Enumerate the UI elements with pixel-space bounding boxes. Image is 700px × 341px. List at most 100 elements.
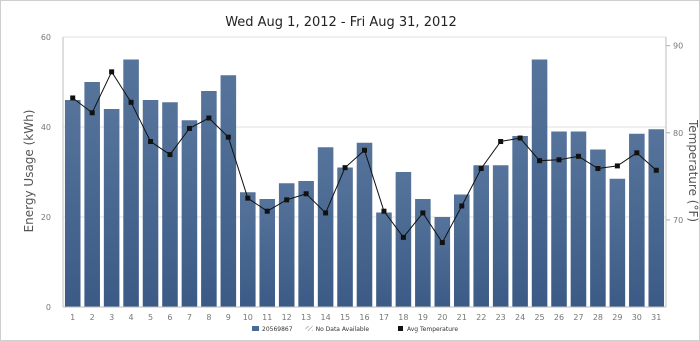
y-tick-label: 0	[46, 303, 51, 312]
x-tick-label: 7	[187, 313, 192, 322]
x-tick-label: 14	[321, 313, 331, 322]
temperature-point	[459, 203, 465, 209]
temperature-point	[575, 153, 581, 159]
x-tick-label: 3	[109, 313, 114, 322]
temperature-point	[614, 163, 620, 169]
x-tick-label: 31	[651, 313, 661, 322]
bar	[415, 199, 431, 307]
x-tick-label: 17	[379, 313, 389, 322]
temperature-point	[400, 234, 406, 240]
chart-title: Wed Aug 1, 2012 - Fri Aug 31, 2012	[225, 15, 457, 30]
bar	[201, 91, 217, 307]
legend-label: Avg Temperature	[407, 326, 458, 333]
bar	[590, 149, 606, 307]
x-tick-label: 22	[476, 313, 486, 322]
temperature-point	[245, 195, 251, 201]
temperature-point	[478, 166, 484, 172]
temperature-point	[128, 99, 134, 105]
temperature-point	[148, 139, 154, 145]
bar	[103, 109, 120, 307]
temperature-point	[167, 152, 173, 158]
temperature-point	[303, 191, 309, 197]
temperature-point	[206, 115, 212, 121]
x-tick-label: 28	[593, 313, 603, 322]
temperature-point	[498, 139, 504, 145]
bar	[162, 102, 178, 307]
x-tick-label: 25	[534, 313, 544, 322]
temperature-point	[556, 157, 562, 163]
y2-tick-label: 90	[673, 42, 683, 51]
temperature-point	[362, 147, 367, 153]
temperature-point	[323, 210, 329, 216]
x-tick-label: 24	[515, 313, 525, 322]
x-tick-label: 16	[359, 313, 369, 322]
bar	[142, 100, 159, 307]
legend-square-marker-icon	[398, 326, 403, 331]
legend-label: No Data Available	[316, 326, 370, 333]
bar	[492, 165, 509, 307]
temperature-point	[186, 125, 192, 131]
x-tick-label: 11	[262, 313, 272, 322]
x-tick-label: 9	[226, 313, 231, 322]
bar	[570, 131, 587, 307]
bar	[512, 136, 528, 307]
bar	[181, 120, 198, 307]
bar	[337, 167, 353, 307]
bar	[356, 142, 373, 307]
x-tick-label: 15	[340, 313, 350, 322]
bar	[123, 59, 139, 307]
x-tick-label: 8	[206, 313, 211, 322]
bar	[453, 194, 470, 307]
chart-legend: 20569867 No Data Available Avg Temperature	[252, 326, 458, 333]
y-tick-label: 40	[41, 123, 51, 132]
bar	[551, 131, 567, 307]
bar	[298, 181, 314, 307]
temperature-point	[381, 208, 387, 214]
temperature-point	[89, 110, 95, 116]
x-tick-label: 10	[243, 313, 253, 322]
x-tick-label: 23	[496, 313, 506, 322]
x-tick-label: 27	[573, 313, 583, 322]
y2-axis-label: Temperature (°F)	[686, 119, 700, 222]
x-tick-label: 6	[167, 313, 172, 322]
x-tick-label: 30	[632, 313, 642, 322]
temperature-point	[595, 166, 601, 172]
temperature-point	[634, 150, 640, 156]
x-tick-label: 20	[437, 313, 447, 322]
temperature-point	[264, 208, 270, 214]
y2-tick-label: 70	[673, 216, 683, 225]
bar	[259, 199, 276, 307]
temperature-point	[537, 158, 543, 164]
x-tick-label: 21	[457, 313, 467, 322]
bar	[629, 133, 645, 307]
x-tick-label: 2	[90, 313, 95, 322]
legend-bar-swatch-icon	[252, 326, 259, 331]
x-tick-label: 13	[301, 313, 311, 322]
temperature-point	[70, 95, 76, 101]
y-axis-label: Energy Usage (kWh)	[22, 110, 36, 233]
y-tick-label: 60	[41, 33, 51, 42]
x-tick-label: 18	[398, 313, 408, 322]
bar	[220, 75, 237, 307]
bar	[434, 217, 451, 307]
x-tick-label: 1	[70, 313, 75, 322]
temperature-point	[653, 167, 659, 173]
bar	[376, 212, 392, 307]
bar	[240, 192, 256, 307]
legend-hatched-swatch-icon	[305, 326, 313, 331]
bar	[531, 59, 548, 307]
temperature-point	[225, 134, 231, 140]
bar	[64, 100, 81, 307]
temperature-point	[284, 197, 290, 203]
temperature-point	[420, 210, 426, 216]
bar	[317, 147, 334, 307]
bar	[609, 178, 626, 307]
bar	[473, 165, 489, 307]
x-tick-label: 4	[129, 313, 134, 322]
y2-tick-label: 80	[673, 129, 683, 138]
temperature-point	[517, 135, 523, 141]
temperature-point	[342, 165, 348, 171]
bar	[648, 129, 665, 307]
